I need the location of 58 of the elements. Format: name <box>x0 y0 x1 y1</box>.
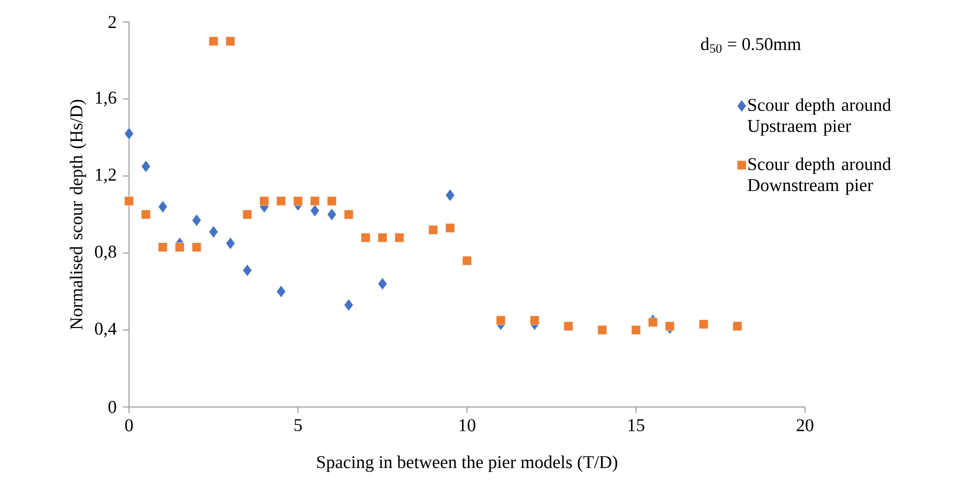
y-tick-label: 1,2 <box>96 168 116 184</box>
x-tick-label: 20 <box>796 419 814 432</box>
y-tick-label: 0,8 <box>94 246 116 260</box>
point <box>260 196 269 206</box>
y-tick-label: 2 <box>108 16 116 28</box>
point <box>242 210 252 220</box>
legend-label: Scour depth around Upstraem pier <box>748 98 891 136</box>
point <box>226 237 236 250</box>
legend-label: Scour depth around Downstream pier <box>748 158 891 195</box>
point <box>564 322 574 331</box>
y-tick-label: 0 <box>108 400 116 414</box>
point <box>598 325 607 335</box>
point <box>732 322 742 331</box>
x-tick-label: 5 <box>294 419 302 432</box>
point <box>344 210 354 220</box>
point <box>276 285 286 298</box>
point <box>344 298 354 312</box>
point <box>631 325 641 335</box>
point <box>208 226 218 238</box>
point <box>124 196 134 206</box>
y-tick-label: 0,4 <box>94 322 117 338</box>
point <box>462 256 472 266</box>
point <box>530 316 540 326</box>
point <box>242 264 252 276</box>
point <box>208 36 218 46</box>
y-tick-label: 1,6 <box>96 92 116 106</box>
point <box>327 196 336 206</box>
x-tick-label: 0 <box>125 419 133 432</box>
point <box>141 210 151 220</box>
point <box>192 242 202 252</box>
point <box>445 189 455 202</box>
point <box>445 223 455 233</box>
y-axis-title: Normalised scour depth (Hs/D) <box>70 100 86 330</box>
point <box>276 196 286 206</box>
point <box>327 208 336 221</box>
x-tick-label: 10 <box>460 419 476 432</box>
point <box>141 160 151 173</box>
x-axis-title: Spacing in between the pier models (T/D) <box>317 456 618 472</box>
point <box>648 318 658 327</box>
point <box>428 225 438 235</box>
point <box>665 322 674 331</box>
point <box>192 214 202 226</box>
point <box>175 242 184 252</box>
point <box>158 242 168 252</box>
point <box>158 200 168 213</box>
point <box>378 278 388 290</box>
point <box>496 316 506 326</box>
point <box>310 204 320 217</box>
point <box>698 320 708 329</box>
point <box>360 232 370 242</box>
x-tick-label: 15 <box>628 419 644 432</box>
point <box>226 36 236 46</box>
point <box>293 196 303 206</box>
point <box>310 196 320 206</box>
point <box>378 232 388 242</box>
annotation: d$_{50}$ = 0.50mm <box>701 38 801 53</box>
point <box>394 232 404 242</box>
point <box>124 128 134 140</box>
